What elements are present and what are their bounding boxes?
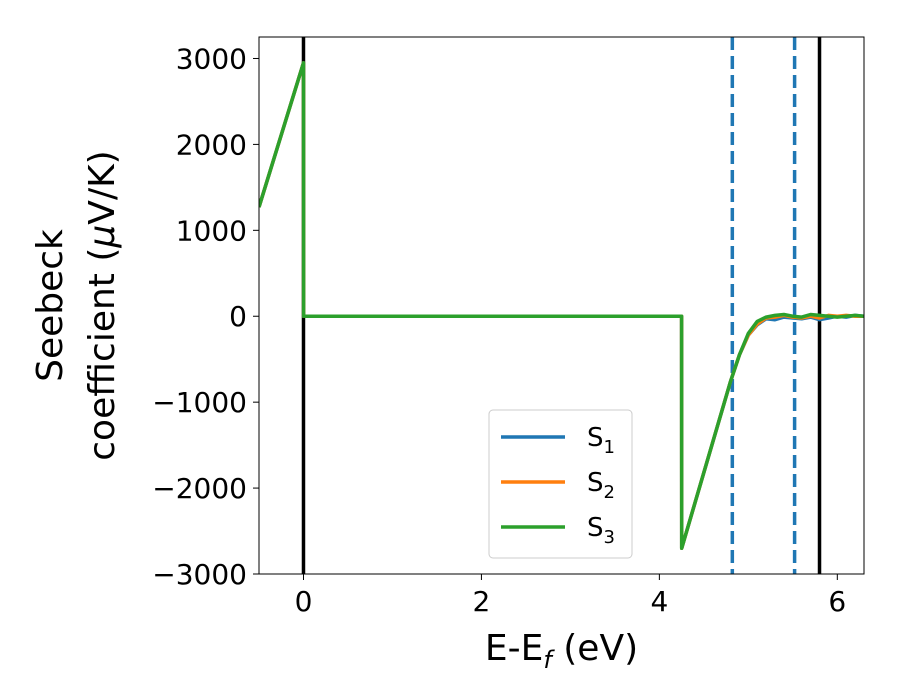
y-axis-title: Seebeck coefficient (μV/K) [30,150,123,460]
legend-label-1: S1 [587,423,615,458]
legend-label-3: S3 [587,513,615,548]
series-line-3 [259,61,864,550]
y-tick-label: 0 [229,300,247,333]
x-axis-title-main: E-E [485,628,543,669]
legend-box [488,409,633,559]
y-axis-title-line2: coefficient (μV/K) [82,150,123,460]
y-axis-title-label: coefficient ( [82,248,123,461]
y-tick-label: −3000 [152,558,247,591]
series-lines [259,61,864,550]
plot-frame [258,36,865,575]
x-tick-label: 2 [473,585,491,618]
x-axis-title-unit: (eV) [552,628,638,669]
y-axis-title-mu: μ [82,225,123,249]
y-axis-title-line1: Seebeck [30,229,71,382]
legend-label-2: S2 [587,468,615,503]
y-tick-label: 2000 [176,128,247,161]
x-tick-label: 6 [828,585,846,618]
x-tick-label: 4 [650,585,668,618]
y-axis-ticks: −3000 −2000 −1000 0 1000 2000 3000 [152,42,259,591]
y-tick-label: −1000 [152,386,247,419]
x-tick-label: 0 [295,585,313,618]
y-tick-label: 3000 [176,42,247,75]
x-axis-ticks: 0 2 4 6 [295,574,846,618]
legend: S1 S2 S3 [488,409,633,559]
y-axis-title-unit: V/K) [82,150,123,224]
y-tick-label: −2000 [152,472,247,505]
legend-items: S1 S2 S3 [501,423,615,548]
x-axis-title: E-Ef (eV) [485,628,638,674]
y-tick-label: 1000 [176,214,247,247]
